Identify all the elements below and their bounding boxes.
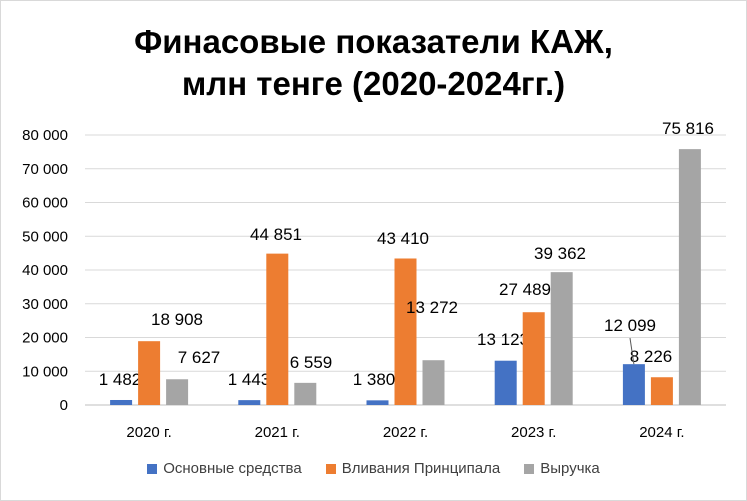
x-tick-label: 2021 г.	[255, 424, 300, 441]
data-label: 13 272	[406, 298, 458, 317]
y-tick-label: 50 000	[22, 228, 68, 245]
data-label: 1 482	[99, 370, 142, 389]
y-tick-label: 60 000	[22, 195, 68, 212]
y-tick-label: 10 000	[22, 363, 68, 380]
data-label: 18 908	[151, 310, 203, 329]
legend-item-fixed-assets: Основные средства	[147, 460, 302, 477]
bar	[138, 341, 161, 405]
data-label: 43 410	[377, 229, 429, 248]
legend-label-fixed-assets: Основные средства	[163, 460, 302, 477]
x-tick-label: 2020 г.	[126, 424, 171, 441]
legend-item-principal-injections: Вливания Принципала	[325, 460, 501, 477]
bar	[422, 360, 445, 405]
data-label: 44 851	[250, 225, 302, 244]
bar	[294, 382, 317, 405]
legend-swatch-principal-injections	[325, 463, 336, 474]
y-tick-label: 20 000	[22, 330, 68, 347]
x-tick-label: 2022 г.	[383, 424, 428, 441]
data-label: 75 816	[662, 119, 714, 138]
legend: Основные средства Вливания Принципала Вы…	[1, 460, 746, 477]
leader-line	[629, 337, 635, 365]
chart-title-line-1: Финасовые показатели КАЖ,	[134, 23, 613, 60]
y-tick-label: 80 000	[22, 127, 68, 144]
y-tick-label: 0	[60, 397, 68, 414]
legend-swatch-revenue	[524, 463, 535, 474]
data-label: 1 380	[353, 370, 396, 389]
y-tick-label: 70 000	[22, 161, 68, 178]
bar	[110, 399, 133, 405]
legend-label-principal-injections: Вливания Принципала	[341, 460, 501, 477]
bar	[238, 400, 261, 405]
legend-swatch-fixed-assets	[147, 463, 158, 474]
bar	[550, 272, 573, 405]
bar	[622, 364, 645, 405]
legend-item-revenue: Выручка	[524, 460, 600, 477]
data-label: 6 559	[290, 353, 333, 372]
bar	[366, 400, 389, 405]
data-label: 27 489	[499, 280, 551, 299]
bar	[650, 377, 673, 405]
x-tick-label: 2023 г.	[511, 424, 556, 441]
legend-label-revenue: Выручка	[540, 460, 600, 477]
chart-title-line-2: млн тенге (2020-2024гг.)	[181, 65, 566, 102]
data-label: 7 627	[178, 348, 221, 367]
chart-title: Финасовые показатели КАЖ, млн тенге (202…	[1, 21, 746, 105]
bar	[494, 360, 517, 405]
bar	[166, 379, 189, 405]
data-label: 39 362	[534, 244, 586, 263]
bar	[678, 149, 701, 405]
data-label: 12 099	[604, 316, 656, 335]
data-label: 13 123	[477, 330, 529, 349]
bar	[522, 312, 545, 405]
y-tick-label: 30 000	[22, 296, 68, 313]
bar	[266, 253, 289, 405]
data-label: 8 226	[630, 347, 673, 366]
bar	[394, 258, 417, 405]
x-tick-label: 2024 г.	[639, 424, 684, 441]
data-label: 1 443	[228, 370, 271, 389]
y-tick-label: 40 000	[22, 262, 68, 279]
